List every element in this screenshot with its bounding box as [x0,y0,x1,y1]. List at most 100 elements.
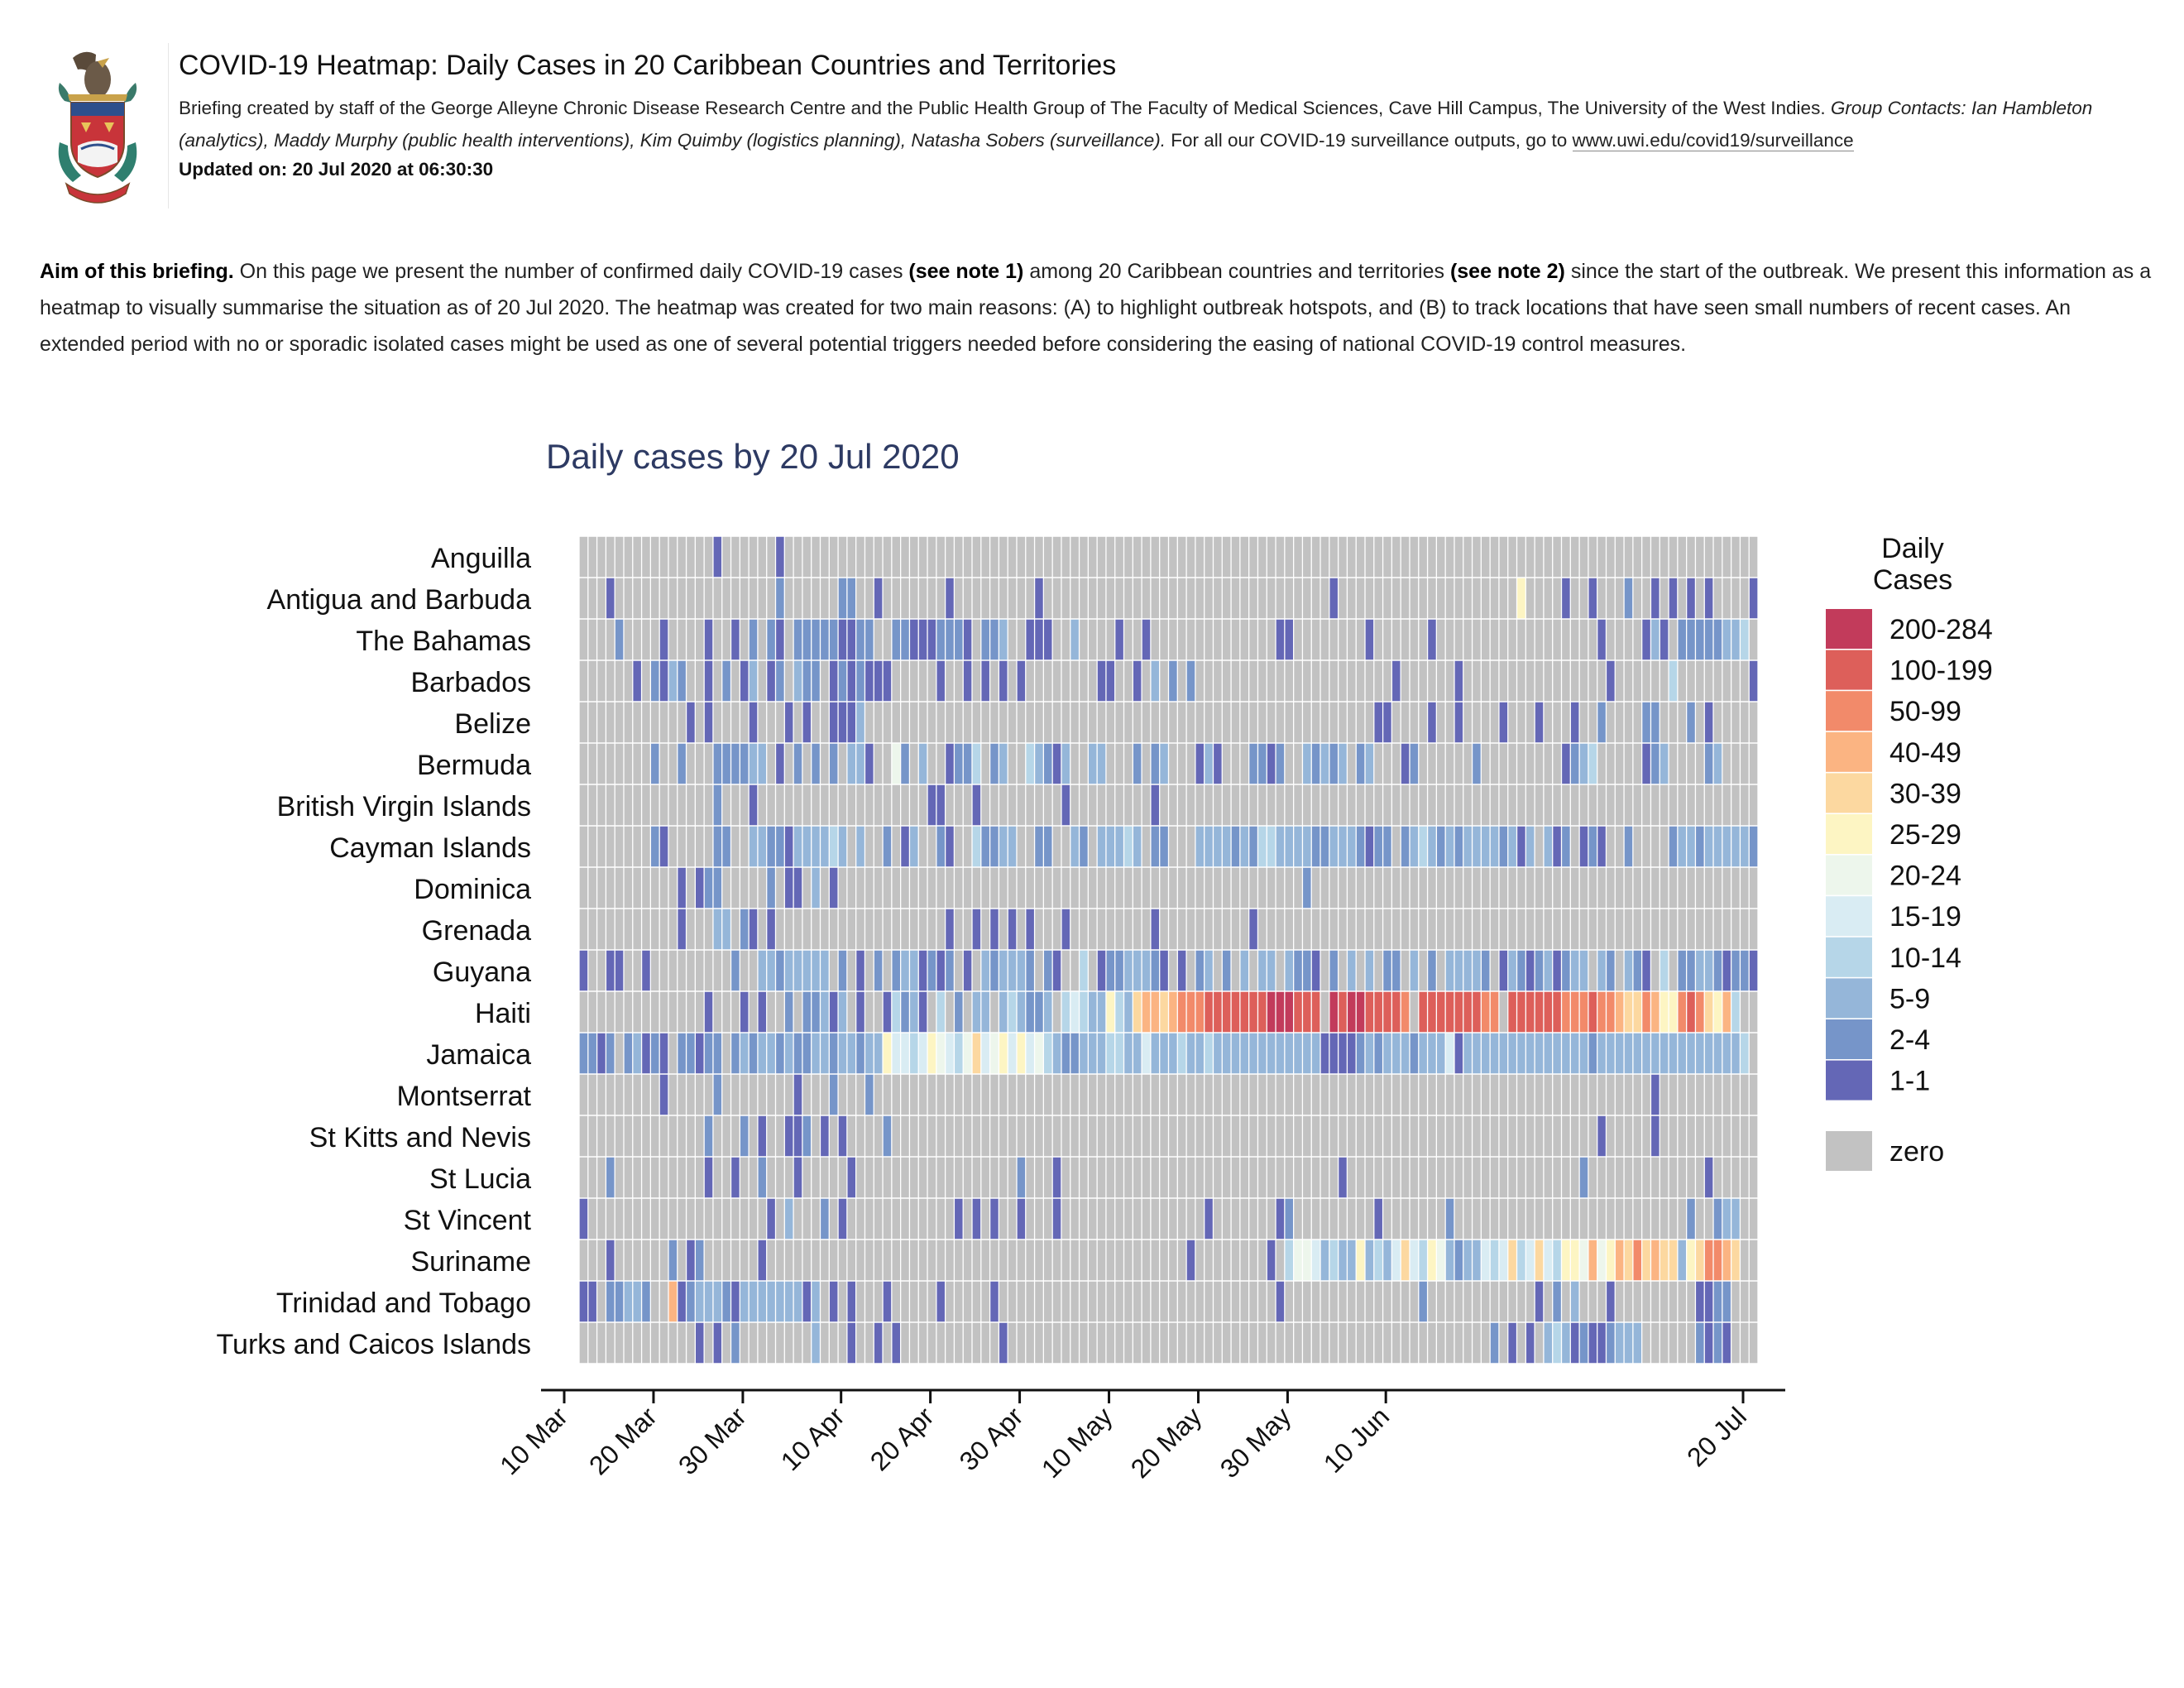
heatmap-cell [900,950,910,991]
legend-label: 5-9 [1889,983,1930,1014]
uwi-crest-logo [48,43,147,209]
heatmap-cell [1391,950,1401,991]
heatmap-cell [972,743,981,784]
heatmap-cell [677,743,687,784]
outputs-text: For all our COVID-19 surveillance output… [1171,130,1568,151]
heatmap-cell [1052,1157,1061,1198]
heatmap-cell [606,1033,615,1074]
heatmap-cell [1222,950,1232,991]
heatmap-cell [721,660,731,702]
heatmap-cell [918,619,928,660]
heatmap-cell [829,826,839,867]
heatmap-cell [1722,1198,1731,1240]
heatmap-cell [1722,1033,1731,1074]
heatmap-cell [1552,1033,1562,1074]
heatmap-cell [579,1198,588,1240]
heatmap-cell [954,991,964,1033]
heatmap-cell [757,1115,767,1157]
heatmap-cell [1239,991,1249,1033]
heatmap-cell [749,1033,758,1074]
heatmap-cell [1186,1240,1195,1281]
heatmap-cell [1641,991,1651,1033]
heatmap-cell [1669,991,1678,1033]
heatmap-cell [1525,826,1535,867]
heatmap-cell [1731,1198,1741,1240]
heatmap-cell [989,1198,999,1240]
heatmap-cell [989,826,999,867]
heatmap-cell [1150,950,1160,991]
heatmap-cell [1088,743,1098,784]
heatmap-cell [1749,660,1758,702]
heatmap-cell [1195,743,1205,784]
heatmap-cell [1204,950,1214,991]
x-tick-label: 30 Mar [673,1401,752,1480]
heatmap-cell [1677,1240,1687,1281]
legend-swatch [1826,650,1872,690]
row-labels: Anguilla Antigua and Barbuda The Bahamas Ba… [217,543,532,1360]
heatmap-cell [936,784,946,826]
row-label: Belize [454,708,531,740]
heatmap-cell [1320,1033,1329,1074]
heatmap-cell [1329,1033,1339,1074]
heatmap-cell [793,1074,802,1115]
heatmap-cell [1731,991,1741,1033]
heatmap-cell [730,1281,740,1322]
heatmap-cell [936,619,946,660]
heatmap-cell [1570,1240,1580,1281]
heatmap-cell [1686,950,1696,991]
heatmap-cell [1722,1322,1731,1364]
heatmap-cell [1150,660,1160,702]
heatmap-cell [757,743,767,784]
heatmap-cell [1097,1033,1106,1074]
heatmap-cell [721,1281,731,1322]
heatmap-cell [1588,1240,1597,1281]
heatmap-cell [1695,1240,1705,1281]
heatmap-cell [1472,826,1482,867]
surveillance-link[interactable]: www.uwi.edu/covid19/surveillance [1572,130,1854,151]
heatmap-cell [712,536,722,578]
heatmap-cell [1713,619,1722,660]
row-label: Jamaica [426,1039,531,1071]
heatmap-cell [1525,1240,1535,1281]
heatmap-cell [1650,743,1660,784]
heatmap-cell [1660,619,1669,660]
heatmap-cell [1114,1033,1124,1074]
heatmap-cell [1427,702,1437,743]
heatmap-cell [1061,784,1070,826]
heatmap-cell [1561,578,1571,619]
heatmap-cell [1722,826,1731,867]
heatmap-cell [1356,826,1365,867]
heatmap-cell [1498,702,1508,743]
heatmap-cell [936,660,946,702]
legend-swatch [1826,1060,1872,1101]
heatmap-cell [1302,1240,1312,1281]
heatmap-cell [1686,702,1696,743]
heatmap-cell [1543,991,1553,1033]
heatmap-cell [1204,826,1214,867]
heatmap-cell [1713,1240,1722,1281]
legend-swatch [1826,691,1872,731]
heatmap-cell [1043,991,1053,1033]
chart-title: Daily cases by 20 Jul 2020 [546,437,960,476]
heatmap-cell [909,991,919,1033]
heatmap-cell [883,1115,892,1157]
heatmap-cell [1320,1240,1329,1281]
heatmap-cell [1302,991,1312,1033]
heatmap-cell [1552,826,1562,867]
heatmap-cell [1704,578,1714,619]
page-title: COVID-19 Heatmap: Daily Cases in 20 Cari… [179,50,1117,81]
heatmap-cell [757,1240,767,1281]
heatmap-cell [1615,991,1625,1033]
heatmap-cell [704,660,713,702]
heatmap-cell [1329,826,1339,867]
heatmap-cell [1454,1033,1463,1074]
heatmap-cell [891,743,901,784]
heatmap-cell [784,867,794,909]
heatmap-cell [972,1198,981,1240]
heatmap-cell [811,1033,821,1074]
heatmap-cell [1445,991,1454,1033]
heatmap-cell [766,909,776,950]
heatmap-cell [1293,950,1303,991]
x-tick-label: 10 May [1036,1401,1118,1484]
heatmap-cell [1043,1033,1053,1074]
